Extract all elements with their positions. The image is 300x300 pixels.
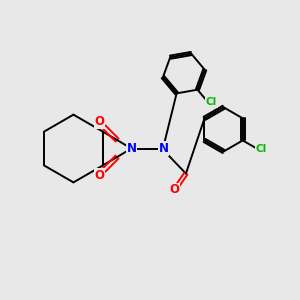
- Text: O: O: [94, 115, 104, 128]
- Text: N: N: [127, 142, 136, 155]
- Text: O: O: [94, 169, 104, 182]
- Text: Cl: Cl: [255, 144, 267, 154]
- Text: N: N: [159, 142, 169, 155]
- Text: O: O: [169, 183, 179, 196]
- Text: Cl: Cl: [206, 97, 217, 107]
